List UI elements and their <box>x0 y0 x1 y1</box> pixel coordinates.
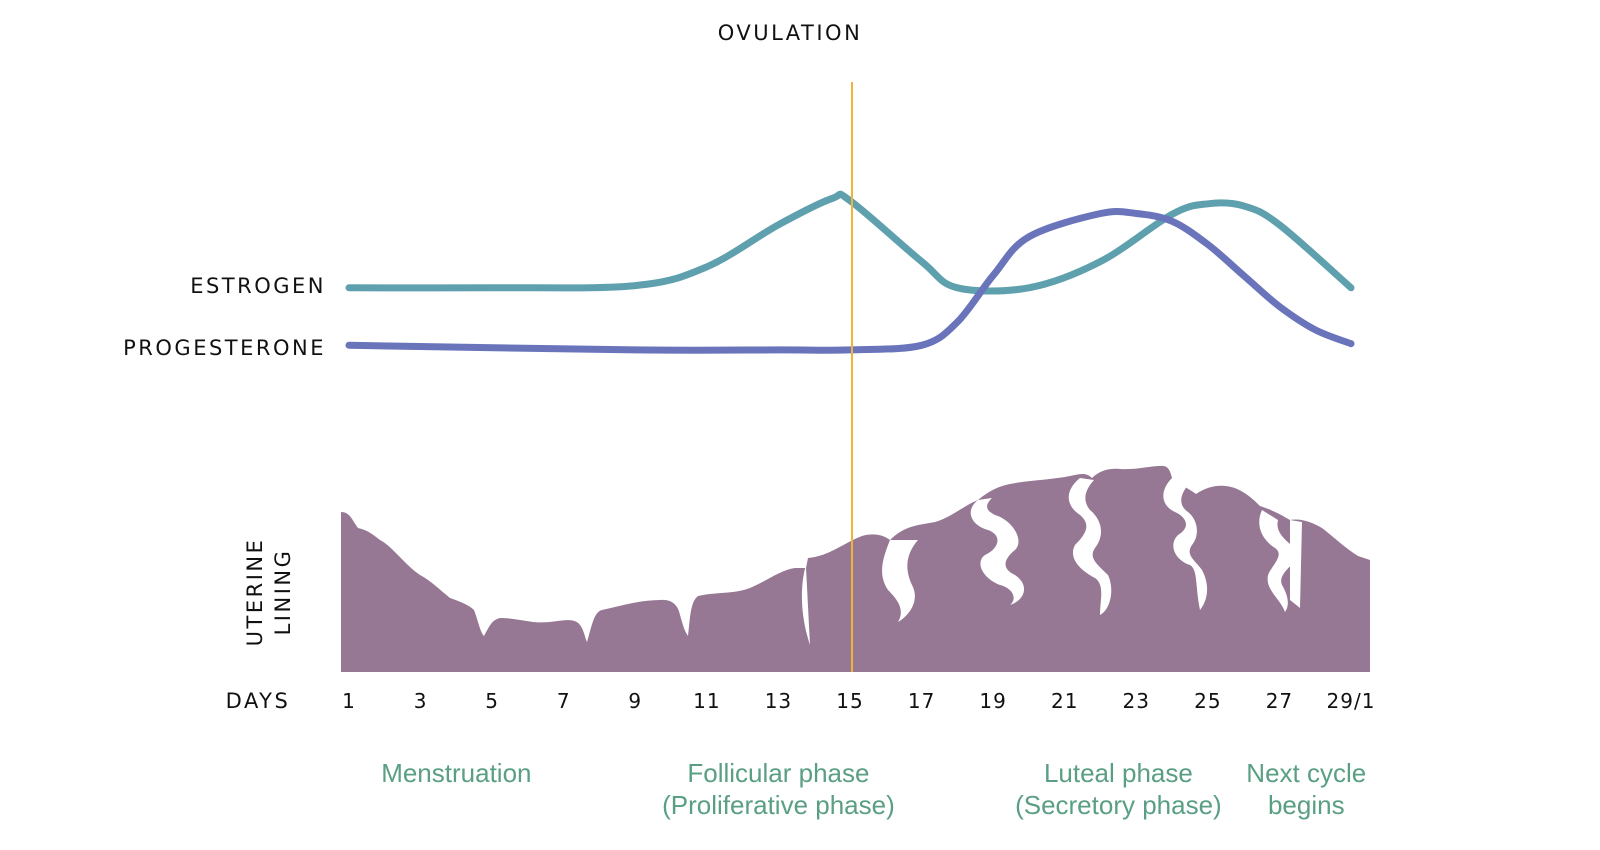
x-tick-label: 17 <box>908 689 935 713</box>
x-tick-label: 13 <box>765 689 792 713</box>
progesterone-label: PROGESTERONE <box>123 336 326 360</box>
phase-label: Next cycle <box>1246 758 1366 788</box>
x-tick-label: 21 <box>1051 689 1078 713</box>
phase-label: begins <box>1268 790 1345 820</box>
lining-gland-gap <box>1163 478 1208 610</box>
x-axis-ticks: 1 3 5 7 9 11 13 15 17 19 21 23 25 27 29/1 <box>342 689 1376 713</box>
x-tick-label: 11 <box>693 689 720 713</box>
uterine-lining-label-line2: LINING <box>271 549 295 636</box>
x-axis-label: DAYS <box>226 689 291 713</box>
x-tick-label: 19 <box>979 689 1006 713</box>
uterine-lining-shape <box>341 465 1370 672</box>
x-tick-label: 23 <box>1123 689 1150 713</box>
phase-label: (Proliferative phase) <box>662 790 895 820</box>
uterine-lining-label-line1: UTERINE <box>243 538 267 647</box>
lining-gland-gap <box>1290 520 1302 608</box>
lining-gland-gap <box>882 540 918 622</box>
lining-gland-gap <box>1068 478 1112 615</box>
ovulation-title: OVULATION <box>718 21 863 45</box>
lining-gland-gap <box>1259 510 1295 612</box>
uterine-lining-area <box>341 465 1370 672</box>
x-tick-label: 29/1 <box>1327 689 1376 713</box>
estrogen-label: ESTROGEN <box>190 274 326 298</box>
lining-gland-gap <box>801 565 810 645</box>
phase-label: Menstruation <box>381 758 531 788</box>
x-tick-label: 15 <box>836 689 863 713</box>
x-tick-label: 27 <box>1266 689 1293 713</box>
phase-label: (Secretory phase) <box>1015 790 1222 820</box>
phase-label: Follicular phase <box>687 758 869 788</box>
x-tick-label: 1 <box>342 689 356 713</box>
phase-labels: Menstruation Follicular phase(Proliferati… <box>381 758 1366 820</box>
x-tick-label: 9 <box>628 689 642 713</box>
estrogen-line <box>345 190 1355 295</box>
phase-label: Luteal phase <box>1044 758 1193 788</box>
lining-gland-gap <box>970 498 1025 605</box>
x-tick-label: 5 <box>485 689 499 713</box>
x-tick-label: 3 <box>414 689 428 713</box>
x-tick-label: 7 <box>557 689 571 713</box>
x-tick-label: 25 <box>1194 689 1221 713</box>
progesterone-line <box>345 207 1355 354</box>
